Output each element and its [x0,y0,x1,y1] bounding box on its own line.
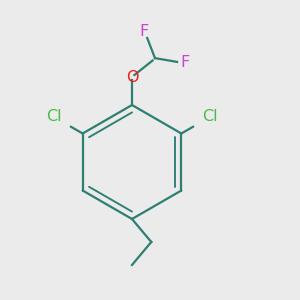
Text: F: F [140,24,149,39]
Text: Cl: Cl [202,110,218,124]
Text: Cl: Cl [46,110,62,124]
Text: F: F [181,55,190,70]
Text: O: O [126,70,138,85]
